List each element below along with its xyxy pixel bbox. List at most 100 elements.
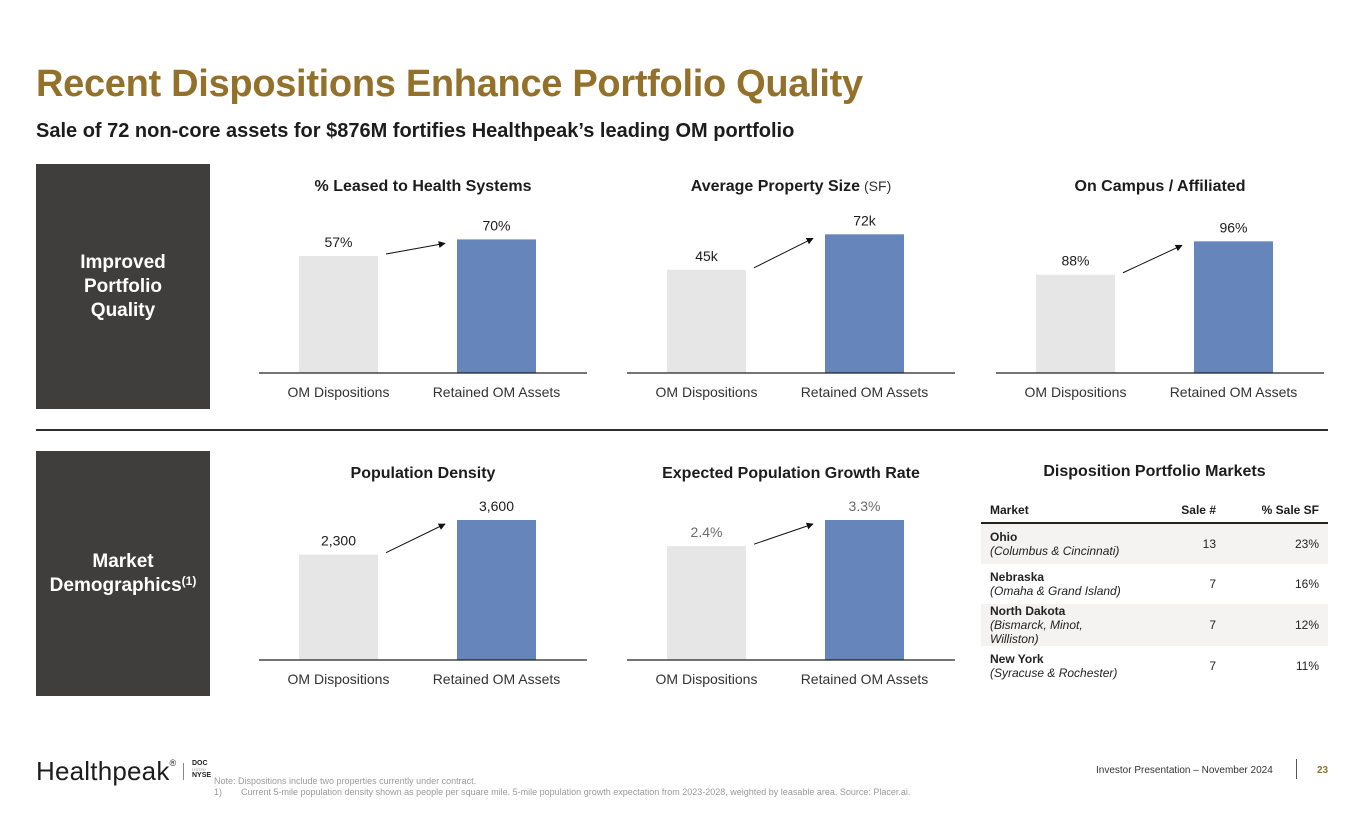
section-label-line: Quality xyxy=(90,299,156,321)
data-label: 96% xyxy=(1219,219,1247,235)
markets-table-title: Disposition Portfolio Markets xyxy=(1043,463,1266,480)
table-header-row: Market Sale # % Sale SF xyxy=(981,497,1328,524)
bar-om-dispositions xyxy=(299,554,378,660)
presentation-name: Investor Presentation – November 2024 xyxy=(1096,765,1273,776)
increase-arrow-icon xyxy=(385,241,446,255)
section-label-market-demographics: Market Demographics(1) xyxy=(36,451,210,696)
ticker-exchange: NYSE xyxy=(192,772,212,779)
data-label: 88% xyxy=(1061,253,1089,269)
market-name: Ohio xyxy=(990,530,1018,544)
ticker-symbol: DOC xyxy=(192,760,208,767)
chart-title: Population Density xyxy=(351,465,496,482)
market-detail: (Bismarck, Minot, Williston) xyxy=(990,618,1083,646)
bar-om-dispositions xyxy=(667,546,746,660)
market-name: New York xyxy=(990,652,1044,666)
market-cell: Ohio (Columbus & Cincinnati) xyxy=(981,523,1137,564)
market-cell: New York (Syracuse & Rochester) xyxy=(981,646,1137,686)
increase-arrow-icon xyxy=(1122,244,1183,274)
increase-arrow-icon xyxy=(753,522,814,545)
increase-arrow-icon xyxy=(753,237,814,269)
column-header-market: Market xyxy=(981,497,1137,524)
bar-retained-om-assets xyxy=(825,520,904,660)
section-label-portfolio-quality: Improved Portfolio Quality xyxy=(36,164,210,409)
data-label: 2.4% xyxy=(691,524,723,540)
section-label-line: Demographics xyxy=(49,574,182,596)
ticker-listed: LISTED xyxy=(192,767,207,772)
chart-average-property-size: Average Property Size (SF) 45k OM Dispositi… xyxy=(627,178,955,400)
pct-sale-sf-cell: 11% xyxy=(1295,659,1319,673)
sale-count-cell: 13 xyxy=(1137,523,1225,564)
chart-population-density: Population Density 2,300 OM Dispositions 3,… xyxy=(259,465,587,687)
data-label: 45k xyxy=(695,248,719,264)
market-cell: Nebraska (Omaha & Grand Island) xyxy=(981,564,1137,604)
healthpeak-logo: Healthpeak® xyxy=(36,756,176,787)
data-label: 72k xyxy=(853,212,877,228)
x-tick-label: Retained OM Assets xyxy=(801,384,929,400)
table-row: Nebraska (Omaha & Grand Island) 7 16% xyxy=(981,564,1328,604)
table-row: New York (Syracuse & Rochester) 7 11% xyxy=(981,646,1328,686)
sale-count-cell: 7 xyxy=(1209,659,1216,673)
market-name: Nebraska xyxy=(990,570,1045,584)
footnote-text: Current 5-mile population density shown … xyxy=(241,787,911,797)
nyse-ticker-badge: DOC LISTED NYSE xyxy=(192,760,211,779)
market-detail: (Syracuse & Rochester) xyxy=(990,666,1118,680)
x-tick-label: Retained OM Assets xyxy=(433,671,561,687)
chart-on-campus-affiliated: On Campus / Affiliated 88% OM Dispositions… xyxy=(996,178,1324,400)
data-label: 57% xyxy=(324,234,352,250)
increase-arrow-icon xyxy=(385,523,446,554)
market-detail: (Columbus & Cincinnati) xyxy=(990,544,1120,558)
x-tick-label: OM Dispositions xyxy=(656,384,758,400)
chart-title: Average Property Size (SF) xyxy=(691,178,891,195)
bar-om-dispositions xyxy=(1036,274,1115,373)
column-header-pct-sale-sf: % Sale SF xyxy=(1225,497,1328,524)
sale-count-cell: 7 xyxy=(1209,577,1216,591)
x-tick-label: Retained OM Assets xyxy=(433,384,561,400)
x-tick-label: Retained OM Assets xyxy=(1170,384,1298,400)
footnotes: Note: Dispositions include two propertie… xyxy=(214,776,910,798)
pct-sale-sf-cell: 16% xyxy=(1294,577,1319,591)
pct-sale-sf-cell: 12% xyxy=(1225,604,1328,646)
chart-population-growth-rate: Expected Population Growth Rate 2.4% OM Di… xyxy=(627,465,955,687)
column-header-sale-count: Sale # xyxy=(1137,497,1225,524)
footnote-ref: (1) xyxy=(181,573,197,588)
x-tick-label: OM Dispositions xyxy=(288,671,390,687)
table-row: North Dakota (Bismarck, Minot, Williston)… xyxy=(981,604,1328,646)
bar-retained-om-assets xyxy=(1194,241,1273,373)
table-row: Ohio (Columbus & Cincinnati) 13 23% xyxy=(981,523,1328,564)
market-cell: North Dakota (Bismarck, Minot, Williston) xyxy=(981,604,1137,646)
registered-mark: ® xyxy=(169,758,177,768)
bar-retained-om-assets xyxy=(825,234,904,373)
market-detail: (Omaha & Grand Island) xyxy=(990,584,1121,598)
x-tick-label: OM Dispositions xyxy=(656,671,758,687)
x-tick-label: OM Dispositions xyxy=(288,384,390,400)
sale-count-cell: 7 xyxy=(1137,604,1225,646)
chart-leased-health-systems: % Leased to Health Systems 57% OM Disposit… xyxy=(259,178,587,400)
logo-text: Healthpeak xyxy=(36,756,170,786)
pct-sale-sf-cell: 23% xyxy=(1225,523,1328,564)
data-label: 2,300 xyxy=(321,533,356,549)
bar-om-dispositions xyxy=(299,256,378,373)
logo-separator xyxy=(183,763,184,780)
chart-title: % Leased to Health Systems xyxy=(315,178,532,195)
footnote-number: 1) xyxy=(214,787,223,797)
page-subtitle: Sale of 72 non-core assets for $876M for… xyxy=(36,120,795,142)
page-number: 23 xyxy=(1317,765,1329,776)
data-label: 3.3% xyxy=(849,498,881,514)
chart-title: On Campus / Affiliated xyxy=(1075,178,1246,195)
bar-om-dispositions xyxy=(667,269,746,373)
x-tick-label: OM Dispositions xyxy=(1025,384,1127,400)
data-label: 3,600 xyxy=(479,498,514,514)
chart-title: Expected Population Growth Rate xyxy=(662,465,920,482)
section-divider xyxy=(36,429,1328,431)
market-name: North Dakota xyxy=(990,604,1066,618)
x-tick-label: Retained OM Assets xyxy=(801,671,929,687)
section-label-line: Market xyxy=(92,550,154,572)
bar-retained-om-assets xyxy=(457,239,536,373)
bar-retained-om-assets xyxy=(457,520,536,660)
note-text: Note: Dispositions include two propertie… xyxy=(214,776,477,786)
section-label-line: Improved xyxy=(80,251,166,273)
data-label: 70% xyxy=(482,217,510,233)
page-title: Recent Dispositions Enhance Portfolio Qu… xyxy=(36,63,863,105)
section-label-line: Portfolio xyxy=(83,275,163,297)
markets-table: Market Sale # % Sale SF Ohio (Columbus & … xyxy=(981,497,1328,686)
